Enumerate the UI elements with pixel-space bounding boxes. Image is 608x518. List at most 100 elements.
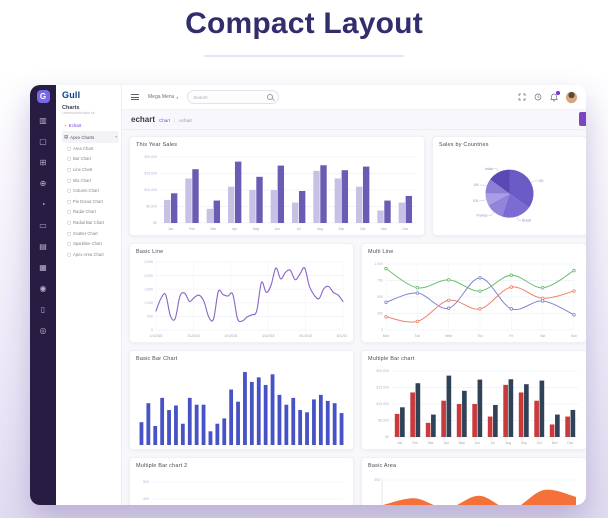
svg-text:Wed: Wed — [445, 334, 452, 338]
search-icon — [267, 94, 274, 100]
svg-text:1/1/2018: 1/1/2018 — [150, 334, 163, 338]
svg-text:250: 250 — [377, 312, 383, 316]
svg-text:Sep: Sep — [521, 441, 527, 445]
svg-text:1,500: 1,500 — [144, 287, 153, 291]
clock-icon[interactable]: ◔ — [40, 200, 46, 209]
svg-text:5/1/2018: 5/1/2018 — [299, 334, 312, 338]
svg-text:$15,000: $15,000 — [144, 172, 157, 176]
sidebar-item-pie-donut-chart[interactable]: ▢ Pie Donut Chart — [67, 198, 103, 204]
clock-icon[interactable] — [534, 93, 542, 101]
brand-logo[interactable]: Gull — [62, 90, 81, 100]
menu-toggle-icon[interactable] — [131, 93, 139, 101]
title-divider — [204, 55, 404, 57]
sidebar-item-radial-bar-chart[interactable]: ▢ Radial Bar Chart — [67, 219, 104, 225]
svg-text:0: 0 — [381, 328, 383, 332]
monitor-icon[interactable]: ▭ — [39, 221, 47, 230]
svg-text:0: 0 — [151, 328, 153, 332]
card-multiple-bar-2: Multiple Bar chart 2 500 400 — [129, 457, 354, 505]
svg-text:Mar: Mar — [428, 441, 435, 445]
card-title: Multiple Bar chart 2 — [136, 463, 188, 469]
sidebar-menu: ◔ Echart ▤ Apex Charts ▾ ▢ Area Chart ▢ Ba… — [62, 120, 119, 260]
sidebar-item-mix-chart[interactable]: ▢ Mix Chart — [67, 177, 91, 183]
card-multiple-bar: Multiple Bar chart $0 $5,000 $10,000 $15,00… — [361, 350, 586, 450]
notification-badge — [555, 91, 560, 95]
sidebar-item-apex-charts[interactable]: ▤ Apex Charts ▾ — [62, 131, 119, 143]
svg-text:EU: EU — [473, 199, 478, 203]
customizer-toggle-button[interactable] — [579, 112, 586, 126]
svg-text:Jan: Jan — [168, 227, 173, 231]
target-icon[interactable]: ◎ — [39, 326, 47, 335]
this-year-sales-chart: $0 $5,000 $10,000 $15,000 $20,000 Jan Feb Mar Ap… — [136, 151, 418, 233]
calendar-icon[interactable]: ▦ — [39, 263, 47, 272]
gull-logo-badge[interactable]: G — [36, 90, 50, 103]
svg-text:Feb: Feb — [412, 441, 418, 445]
svg-text:US: US — [538, 179, 544, 183]
chart-icon: ▤ — [64, 134, 69, 139]
svg-text:1,000: 1,000 — [374, 262, 383, 266]
svg-text:Mon: Mon — [383, 334, 390, 338]
svg-text:$0: $0 — [153, 221, 157, 225]
mega-menu-button[interactable]: Mega Menu ▾ — [148, 94, 179, 100]
sidebar-item-apex-area-chart[interactable]: ▢ Apex Area Chart — [67, 251, 104, 257]
svg-text:$10,000: $10,000 — [376, 402, 389, 406]
svg-text:750: 750 — [377, 279, 383, 283]
svg-text:6/1/2018: 6/1/2018 — [337, 334, 347, 338]
svg-text:Mar: Mar — [210, 227, 217, 231]
svg-text:Nov: Nov — [381, 227, 387, 231]
svg-text:Sep: Sep — [338, 227, 344, 231]
svg-text:4/1/2018: 4/1/2018 — [262, 334, 275, 338]
sidebar: Gull Charts Lorem ipsum dolor sit ◔ Echa… — [56, 85, 122, 505]
svg-text:Thu: Thu — [477, 334, 483, 338]
search-box[interactable] — [187, 90, 280, 104]
basic-line-chart: 0 500 1,000 1,500 2,000 2,500 1/1/2018 2/1/2018… — [136, 258, 347, 340]
card-title: Sales by Countries — [439, 142, 489, 148]
main-content: Mega Menu ▾ — [122, 85, 586, 505]
svg-text:Aug: Aug — [317, 227, 323, 231]
svg-text:Oct: Oct — [360, 227, 365, 231]
user-icon[interactable]: ◉ — [39, 284, 47, 293]
card-basic-line: Basic Line 0 500 1,000 1,500 2,000 2,500 1/1/2… — [129, 243, 354, 343]
sidebar-item-column-chart[interactable]: ▢ Column Chart — [67, 188, 99, 194]
svg-text:Oct: Oct — [537, 441, 542, 445]
svg-text:Feb: Feb — [189, 227, 195, 231]
svg-text:Jul: Jul — [297, 227, 301, 231]
svg-text:500: 500 — [147, 315, 153, 319]
svg-text:Apr: Apr — [232, 227, 238, 231]
multiple-bar-chart-2: 500 400 — [136, 472, 347, 505]
globe-icon[interactable]: ⊕ — [39, 179, 47, 188]
breadcrumb-parent[interactable]: Chart — [159, 118, 171, 123]
document-icon[interactable]: ▤ — [39, 242, 47, 251]
cards-grid: This Year Sales $0 $5,000 $10,000 $15,000 $2… — [122, 130, 586, 505]
svg-text:Jan: Jan — [397, 441, 402, 445]
fullscreen-icon[interactable] — [518, 93, 526, 101]
topbar: Mega Menu ▾ — [122, 85, 586, 110]
sidebar-item-scatter-chart[interactable]: ▢ Scatter Chart — [67, 230, 98, 236]
sidebar-item-bar-chart[interactable]: ▢ Bar Chart — [67, 156, 91, 162]
sales-by-countries-pie: US Brazil France EU UK India — [439, 151, 580, 233]
svg-text:$20,000: $20,000 — [376, 369, 389, 373]
sidebar-item-sparkline-chart[interactable]: ▢ Sparkline Chart — [67, 241, 102, 247]
media-icon[interactable]: ⊞ — [39, 158, 47, 167]
bar-chart-icon[interactable]: ▥ — [39, 116, 47, 125]
mouse-icon[interactable]: ▯ — [40, 305, 46, 314]
svg-text:3/1/2018: 3/1/2018 — [225, 334, 238, 338]
icon-rail: G ▥ ▢ ⊞ ⊕ ◔ ▭ ▤ ▦ ◉ ▯ ◎ — [30, 85, 56, 505]
avatar[interactable] — [566, 91, 577, 103]
chart-icon: ▢ — [67, 145, 71, 151]
sidebar-section-subtitle: Lorem ipsum dolor sit — [62, 111, 95, 115]
sidebar-item-radar-chart[interactable]: ▢ Radar Chart — [67, 209, 96, 215]
chart-icon: ▢ — [67, 219, 71, 225]
chart-icon: ▢ — [67, 251, 71, 257]
bell-icon[interactable] — [550, 91, 560, 102]
search-input[interactable] — [193, 94, 265, 100]
svg-text:400: 400 — [143, 497, 149, 501]
sidebar-item-area-chart[interactable]: ▢ Area Chart — [67, 145, 94, 151]
sidebar-item-line-chart[interactable]: ▢ Line Chart — [67, 166, 93, 172]
svg-text:France: France — [476, 213, 487, 217]
svg-text:2,500: 2,500 — [144, 260, 153, 264]
copy-icon[interactable]: ▢ — [39, 137, 47, 146]
sidebar-item-echart[interactable]: ◔ Echart — [64, 123, 82, 128]
svg-text:$0: $0 — [385, 435, 389, 439]
chart-icon: ▢ — [67, 188, 71, 194]
svg-text:May: May — [459, 441, 466, 445]
